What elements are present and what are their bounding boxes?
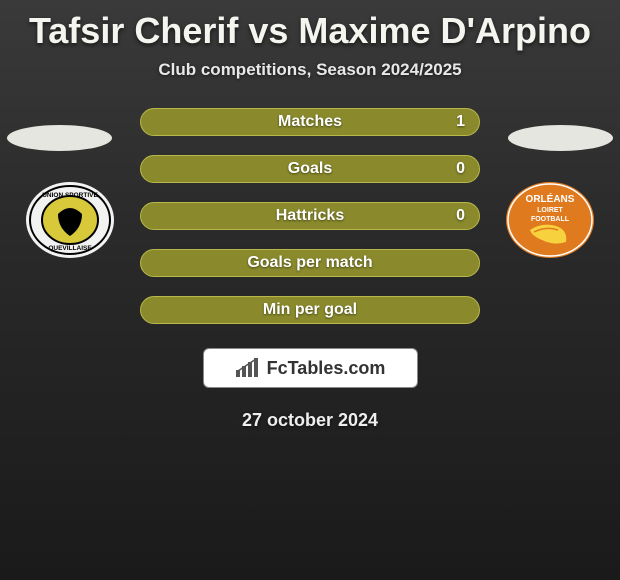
svg-text:FOOTBALL: FOOTBALL [531, 216, 570, 223]
stat-label: Hattricks [276, 207, 344, 225]
stat-row-goals-per-match: Goals per match [140, 249, 480, 277]
stat-label: Goals [288, 160, 332, 178]
svg-text:ORLÉANS: ORLÉANS [526, 192, 575, 205]
stat-label: Min per goal [263, 301, 357, 319]
page-title: Tafsir Cherif vs Maxime D'Arpino [0, 0, 620, 60]
player1-name: Tafsir Cherif [29, 10, 238, 51]
player1-marker [7, 125, 112, 151]
svg-text:QUEVILLAISE: QUEVILLAISE [48, 245, 92, 252]
stat-label: Matches [278, 113, 342, 131]
subtitle: Club competitions, Season 2024/2025 [0, 60, 620, 80]
player2-marker [508, 125, 613, 151]
date-label: 27 october 2024 [0, 410, 620, 431]
club-badge-left: UNION SPORTIVE QUEVILLAISE [20, 180, 120, 260]
stat-value: 1 [456, 113, 465, 131]
stat-label: Goals per match [247, 254, 372, 272]
bar-chart-icon [235, 358, 261, 378]
stat-row-matches: Matches 1 [140, 108, 480, 136]
stat-row-min-per-goal: Min per goal [140, 296, 480, 324]
logo-text: FcTables.com [267, 358, 386, 379]
club-badge-right: ORLÉANS LOIRET FOOTBALL [500, 180, 600, 260]
vs-separator: vs [248, 10, 288, 51]
player2-name: Maxime D'Arpino [298, 10, 591, 51]
stat-value: 0 [456, 207, 465, 225]
fctables-logo: FcTables.com [203, 348, 418, 388]
svg-text:LOIRET: LOIRET [537, 207, 563, 214]
svg-text:UNION SPORTIVE: UNION SPORTIVE [42, 192, 98, 199]
stat-row-hattricks: Hattricks 0 [140, 202, 480, 230]
stat-value: 0 [456, 160, 465, 178]
stat-row-goals: Goals 0 [140, 155, 480, 183]
